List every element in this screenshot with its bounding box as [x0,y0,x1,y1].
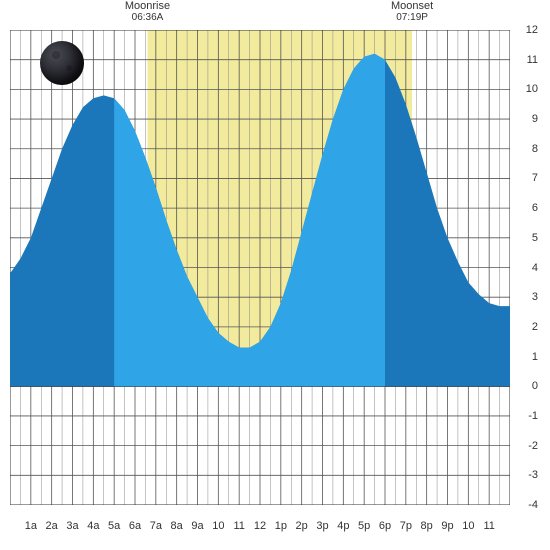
x-tick: 10 [462,520,474,532]
x-tick: 3p [316,520,328,532]
x-tick: 10 [212,520,224,532]
moonset-text: Moonset [391,0,433,12]
x-tick: 9p [441,520,453,532]
x-tick: 12 [254,520,266,532]
y-tick: -3 [528,469,538,481]
y-tick: -2 [528,440,538,452]
x-tick: 7p [400,520,412,532]
y-tick: 12 [526,24,538,36]
y-tick: 0 [532,380,538,392]
y-tick: 1 [532,351,538,363]
tide-chart: Moonrise 06:36A Moonset 07:19P -4 -3 -2 -1 0… [0,0,550,550]
moon-icon [40,41,84,85]
moonset-label: Moonset 07:19P [391,0,433,23]
x-tick: 11 [233,520,244,532]
y-tick: 4 [532,262,538,274]
y-tick: 9 [532,113,538,125]
x-tick: 11 [483,520,494,532]
y-axis: -4-3-2-10123456789101112 [510,30,540,505]
x-tick: 3a [66,520,78,532]
x-tick: 6p [379,520,391,532]
moonrise-text: Moonrise [125,0,170,12]
x-tick: 4a [87,520,99,532]
x-tick: 9a [191,520,203,532]
y-tick: 8 [532,143,538,155]
y-tick: 6 [532,202,538,214]
x-tick: 1a [25,520,37,532]
y-tick: 11 [527,54,538,66]
y-tick: 10 [526,83,538,95]
x-tick: 8a [171,520,183,532]
x-tick: 5p [358,520,370,532]
x-tick: 6a [129,520,141,532]
plot-area [10,30,510,505]
x-tick: 2a [46,520,58,532]
y-tick: -1 [528,410,538,422]
y-tick: 5 [532,232,538,244]
y-tick: -4 [528,499,538,511]
y-tick: 7 [532,172,538,184]
y-tick: 2 [532,321,538,333]
moonrise-time: 06:36A [125,12,170,23]
x-tick: 5a [108,520,120,532]
x-tick: 2p [296,520,308,532]
y-tick: 3 [532,291,538,303]
header-labels: Moonrise 06:36A Moonset 07:19P [0,0,550,30]
x-tick: 8p [421,520,433,532]
x-tick: 4p [337,520,349,532]
x-tick: 7a [150,520,162,532]
moonset-time: 07:19P [391,12,433,23]
x-axis: 1a 2a 3a 4a 5a 6a 7a 8a 9a 10 11 12 1p 2p 3p 4p 5p 6p 7p 8p… [10,520,510,540]
x-tick: 1p [275,520,287,532]
moonrise-label: Moonrise 06:36A [125,0,170,23]
